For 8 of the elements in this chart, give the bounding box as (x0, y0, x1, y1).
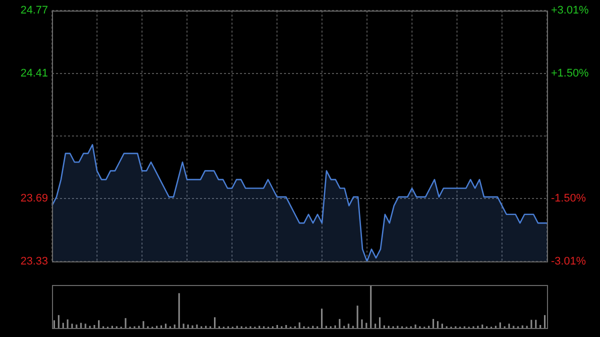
y-tick-label: 23.69 (20, 192, 48, 205)
y2-tick-label: +1.50% (551, 68, 589, 80)
y-tick-label: 23.33 (20, 255, 48, 268)
y2-tick-label: -3.01% (551, 255, 586, 268)
y-tick-label: 24.41 (20, 67, 48, 80)
y-tick-label: 24.77 (20, 4, 48, 17)
y2-tick-label: +3.01% (551, 4, 589, 17)
y2-tick-label: -1.50% (551, 192, 586, 205)
